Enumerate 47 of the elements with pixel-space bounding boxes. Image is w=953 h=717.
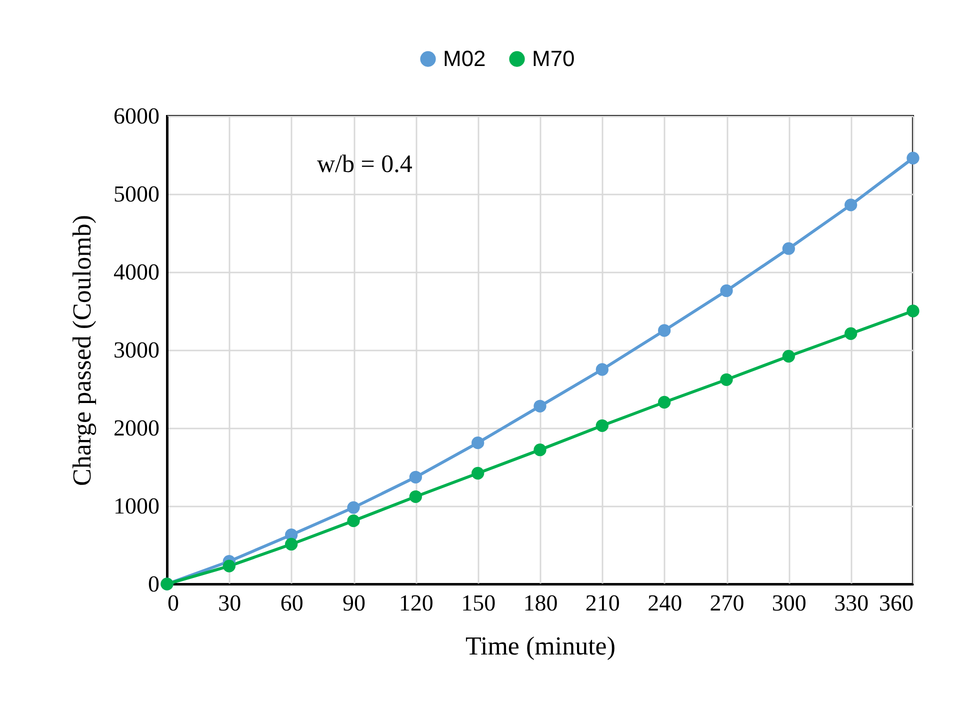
point xyxy=(472,466,484,480)
x-tick-label: 360 xyxy=(879,590,914,616)
legend-label: M02 xyxy=(443,46,486,71)
y-tick-label: 6000 xyxy=(114,104,160,128)
annotation: w/b = 0.4 xyxy=(317,151,413,178)
x-tick-label: 300 xyxy=(772,590,806,616)
x-tick-label: 30 xyxy=(218,590,242,616)
point xyxy=(658,396,671,409)
point xyxy=(782,242,795,255)
point xyxy=(534,400,546,412)
point xyxy=(285,538,298,551)
point xyxy=(409,470,422,484)
point xyxy=(844,198,858,212)
x-tick-label: 0 xyxy=(168,590,179,616)
x-tick-label: 240 xyxy=(648,590,682,616)
x-tick-label: 210 xyxy=(585,590,620,616)
y-tick-label: 2000 xyxy=(114,416,160,440)
x-tick-label: 270 xyxy=(710,590,744,616)
y-tick-label: 0 xyxy=(148,572,160,596)
point xyxy=(596,419,608,432)
x-tick-label: 330 xyxy=(834,590,869,616)
point xyxy=(720,284,733,298)
point xyxy=(347,514,360,528)
legend-label: M70 xyxy=(532,46,575,71)
y-tick-label: 3000 xyxy=(114,338,160,362)
y-tick-label: 4000 xyxy=(114,260,160,284)
x-tick-label: 150 xyxy=(461,590,496,616)
y-tick-label: 5000 xyxy=(114,182,160,206)
point xyxy=(596,363,608,376)
y-tick-label: 1000 xyxy=(114,494,160,518)
point xyxy=(782,350,795,363)
point xyxy=(658,324,671,337)
x-tick-label: 60 xyxy=(280,590,304,616)
point xyxy=(409,490,422,503)
x-tick-label: 120 xyxy=(398,590,434,616)
point xyxy=(472,436,484,450)
x-axis-title: Time (minute) xyxy=(466,632,616,660)
point xyxy=(720,373,733,386)
x-tick-label: 180 xyxy=(523,590,558,616)
point xyxy=(906,304,920,318)
point xyxy=(347,501,360,514)
point xyxy=(906,152,920,164)
point xyxy=(844,327,858,340)
point xyxy=(534,444,546,456)
y-axis-title: Charge passed (Coulomb) xyxy=(68,214,96,486)
point xyxy=(222,560,236,572)
x-tick-label: 90 xyxy=(342,590,366,616)
